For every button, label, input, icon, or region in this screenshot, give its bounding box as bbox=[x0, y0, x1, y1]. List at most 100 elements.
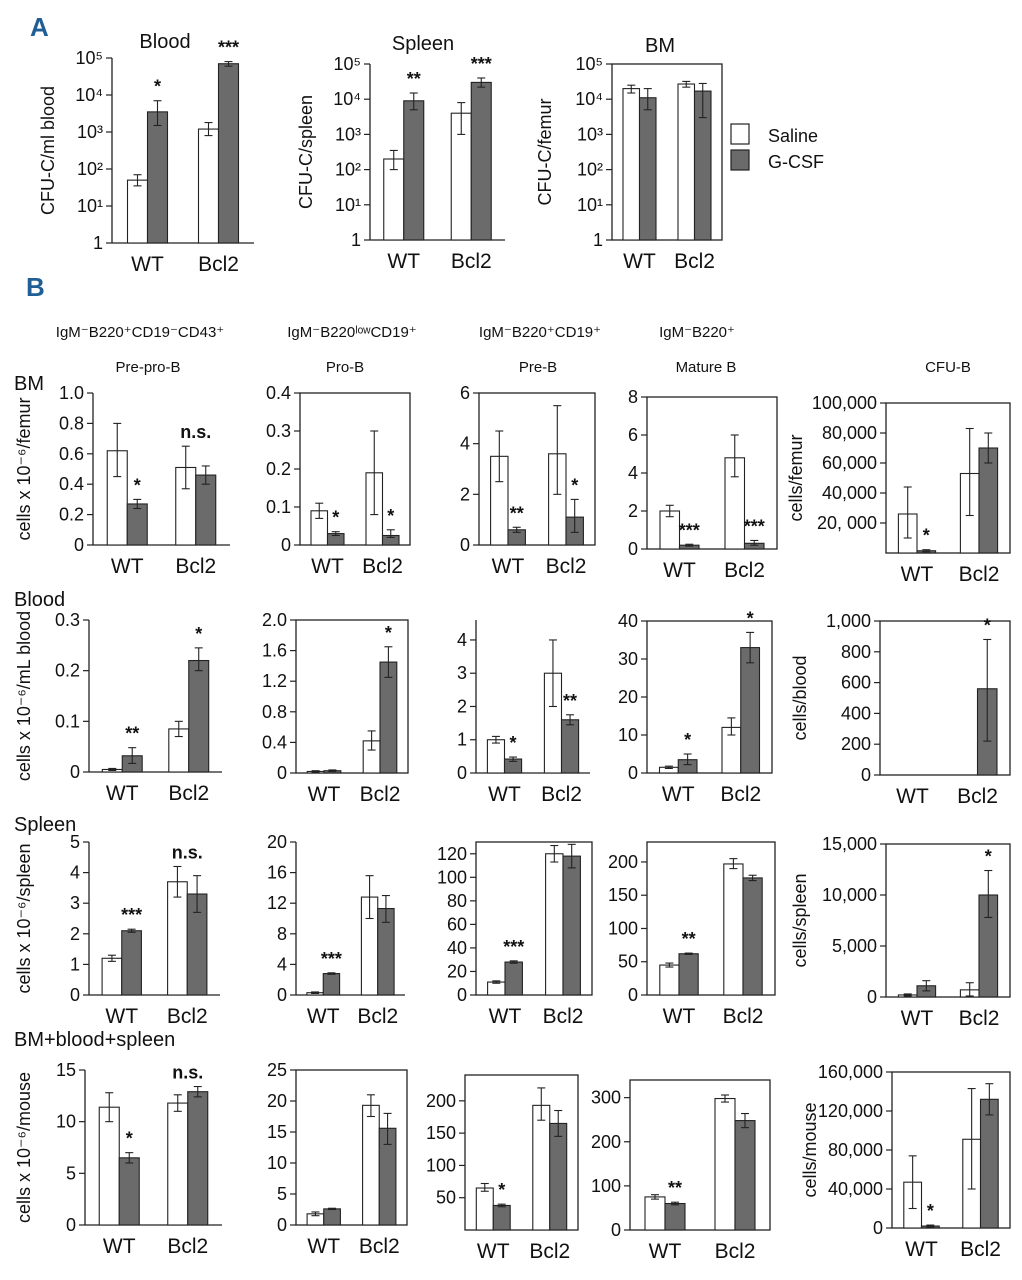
significance-label: *** bbox=[121, 905, 142, 925]
bar-saline-bcl2 bbox=[714, 1097, 736, 1231]
y-tick-label: 1,000 bbox=[826, 611, 871, 631]
chart-B-bm-prepro: 0 0.2 0.4 0.6 0.8 1.0 cells x 10⁻⁶/femur WT * Bcl… bbox=[14, 383, 230, 578]
y-tick-label: 0 bbox=[74, 535, 84, 555]
significance-label: * bbox=[984, 615, 991, 635]
plot-frame bbox=[885, 843, 1011, 998]
y-tick-label: 8 bbox=[277, 924, 287, 944]
column-headers: IgM⁻B220⁺CD19⁻CD43⁺ Pre-pro-B IgM⁻B220ˡᵒ… bbox=[56, 324, 971, 376]
y-tick-label: 0.6 bbox=[59, 444, 84, 464]
x-category-label: WT bbox=[307, 1235, 340, 1258]
y-tick-label: 80,000 bbox=[822, 423, 877, 443]
y-tick-label: 10⁵ bbox=[334, 54, 361, 74]
row-label-total: BM+blood+spleen bbox=[14, 1029, 175, 1051]
x-category-label: WT bbox=[488, 783, 521, 806]
x-category-label: WT bbox=[111, 555, 144, 578]
chart-B-blood-pro: 0 0.4 0.8 1.2 1.6 2.0 WT Bcl2 * bbox=[262, 610, 409, 806]
significance-label: ** bbox=[563, 691, 577, 711]
panel-a-label: A bbox=[30, 12, 49, 42]
y-tick-label: 0 bbox=[611, 1220, 621, 1240]
x-category-label: Bcl2 bbox=[167, 1005, 208, 1028]
x-category-label: WT bbox=[901, 1007, 934, 1030]
y-tick-label: 3 bbox=[70, 893, 80, 913]
legend-swatch-gcsf bbox=[730, 149, 750, 171]
y-tick-label: 20 bbox=[618, 687, 638, 707]
row-label-blood: Blood bbox=[14, 589, 65, 611]
y-tick-label: 10⁴ bbox=[75, 85, 103, 105]
y-tick-label: 100 bbox=[608, 918, 638, 938]
panel-b-label: B bbox=[26, 272, 45, 302]
significance-label: ** bbox=[510, 503, 524, 523]
col-header-markers: IgM⁻B220⁺CD19⁺ bbox=[479, 324, 601, 341]
bar-g-csf-bcl2 bbox=[217, 63, 240, 244]
significance-label: n.s. bbox=[180, 422, 211, 442]
y-tick-label: 200 bbox=[608, 852, 638, 872]
bar-g-csf-wt bbox=[638, 97, 657, 241]
y-tick-label: 2 bbox=[457, 696, 467, 716]
y-axis-label: cells x 10⁻⁶/spleen bbox=[14, 844, 34, 994]
y-tick-label: 10 bbox=[267, 1153, 287, 1173]
y-tick-label: 0 bbox=[70, 985, 80, 1005]
bar-g-csf-wt bbox=[678, 953, 699, 996]
y-tick-label: 10 bbox=[618, 725, 638, 745]
y-tick-label: 10⁵ bbox=[76, 48, 103, 68]
significance-label: ** bbox=[668, 1178, 682, 1198]
y-tick-label: 25 bbox=[267, 1060, 287, 1080]
chart-B-blood-pre: 0 1 2 3 4 WT * Bcl2 ** bbox=[457, 620, 590, 806]
y-axis-label: cells x 10⁻⁶/mL blood bbox=[14, 611, 34, 781]
x-category-label: Bcl2 bbox=[959, 1007, 1000, 1030]
y-tick-label: 2.0 bbox=[262, 610, 287, 630]
bar-g-csf-bcl2 bbox=[740, 647, 761, 774]
significance-label: ** bbox=[682, 929, 696, 949]
bar-saline-bcl2 bbox=[723, 863, 744, 996]
y-axis-label: cells/mouse bbox=[800, 1102, 820, 1197]
x-category-label: WT bbox=[308, 783, 341, 806]
y-tick-label: 4 bbox=[460, 434, 470, 454]
y-tick-label: 10⁵ bbox=[576, 54, 603, 74]
x-category-label: Bcl2 bbox=[546, 555, 587, 578]
y-tick-label: 200 bbox=[426, 1091, 456, 1111]
y-tick-label: 2 bbox=[70, 924, 80, 944]
x-category-label: WT bbox=[492, 555, 525, 578]
x-category-label: Bcl2 bbox=[959, 563, 1000, 586]
plot-frame bbox=[611, 63, 723, 241]
y-tick-label: 0.1 bbox=[266, 497, 291, 517]
y-tick-label: 200 bbox=[591, 1132, 621, 1152]
significance-label: * bbox=[195, 624, 202, 644]
y-tick-label: 6 bbox=[460, 383, 470, 403]
y-tick-label: 150 bbox=[426, 1123, 456, 1143]
y-tick-label: 60,000 bbox=[822, 453, 877, 473]
x-category-label: WT bbox=[106, 782, 139, 805]
chart-B-spleen-prepro: 0 1 2 3 4 5 cells x 10⁻⁶/spleen WT *** Bcl2 n.s. bbox=[14, 832, 220, 1028]
y-tick-label: 0 bbox=[460, 535, 470, 555]
bar-saline-wt bbox=[487, 981, 506, 996]
bar-saline-wt bbox=[622, 88, 641, 241]
row-label-spleen: Spleen bbox=[14, 814, 76, 836]
significance-label: * bbox=[927, 1201, 934, 1221]
y-tick-label: 40 bbox=[447, 938, 467, 958]
legend-label-saline: Saline bbox=[768, 126, 818, 146]
x-category-label: WT bbox=[905, 1238, 938, 1261]
bar-g-csf-wt bbox=[121, 930, 142, 996]
y-tick-label: 4 bbox=[457, 630, 467, 650]
bar-saline-wt bbox=[644, 1196, 666, 1231]
y-tick-label: 0 bbox=[281, 535, 291, 555]
significance-label: * bbox=[154, 77, 161, 97]
y-tick-label: 600 bbox=[841, 673, 871, 693]
y-tick-label: 3 bbox=[457, 663, 467, 683]
y-tick-label: 0.8 bbox=[262, 702, 287, 722]
x-category-label: WT bbox=[896, 785, 929, 808]
x-category-label: WT bbox=[307, 1005, 340, 1028]
col-header-population: CFU-B bbox=[925, 359, 971, 376]
x-category-label: Bcl2 bbox=[674, 250, 715, 273]
chart-A-spleen: 1 10¹ 10² 10³ 10⁴ 10⁵ CFU-C/spleen Spleen WT ** Bc… bbox=[296, 33, 505, 273]
y-tick-label: 1.0 bbox=[59, 383, 84, 403]
x-category-label: Bcl2 bbox=[541, 783, 582, 806]
y-tick-label: 20 bbox=[267, 832, 287, 852]
y-tick-label: 1 bbox=[593, 230, 603, 250]
y-tick-label: 4 bbox=[70, 863, 80, 883]
plot-frame bbox=[478, 392, 596, 546]
x-category-label: Bcl2 bbox=[724, 559, 765, 582]
y-tick-label: 300 bbox=[591, 1088, 621, 1108]
bar-saline-wt bbox=[126, 179, 149, 244]
y-tick-label: 15 bbox=[267, 1122, 287, 1142]
